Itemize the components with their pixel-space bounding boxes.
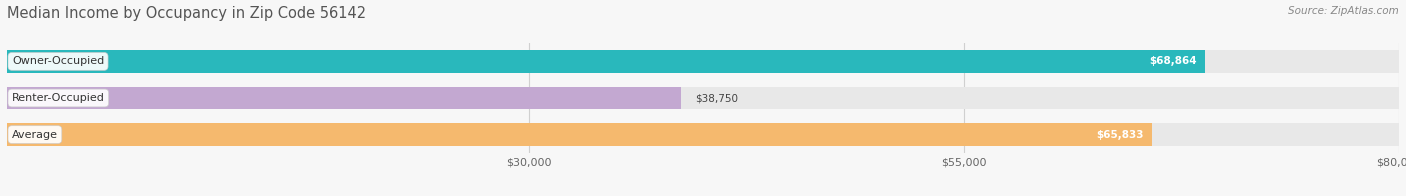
- Text: Source: ZipAtlas.com: Source: ZipAtlas.com: [1288, 6, 1399, 16]
- Text: Average: Average: [11, 130, 58, 140]
- Bar: [7, 87, 682, 109]
- Text: Owner-Occupied: Owner-Occupied: [11, 56, 104, 66]
- Bar: [7, 87, 1399, 109]
- Text: Median Income by Occupancy in Zip Code 56142: Median Income by Occupancy in Zip Code 5…: [7, 6, 366, 21]
- Bar: [7, 123, 1153, 146]
- Bar: [7, 50, 1399, 73]
- Text: $38,750: $38,750: [695, 93, 738, 103]
- Text: Renter-Occupied: Renter-Occupied: [11, 93, 105, 103]
- Bar: [7, 50, 1205, 73]
- Text: $65,833: $65,833: [1097, 130, 1143, 140]
- Bar: [7, 123, 1399, 146]
- Text: $68,864: $68,864: [1149, 56, 1197, 66]
